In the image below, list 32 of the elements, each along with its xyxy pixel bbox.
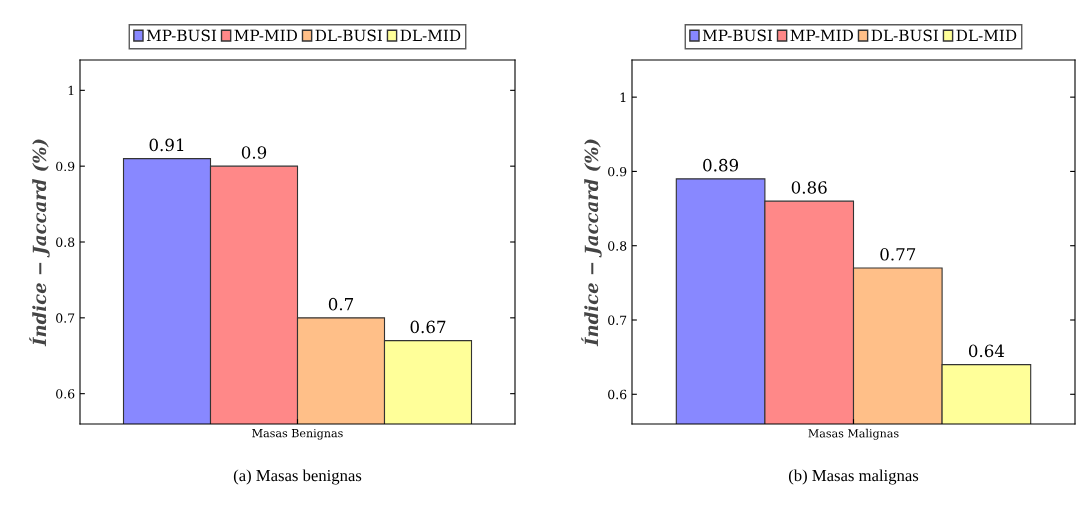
legend-label: MP-BUSI xyxy=(146,29,217,42)
data-label: 0.67 xyxy=(410,320,446,334)
y-tick-label: 0.9 xyxy=(608,166,627,177)
y-tick-label: 0.7 xyxy=(56,313,75,323)
legend-label: DL-BUSI xyxy=(315,29,383,42)
data-label: 0.77 xyxy=(880,248,916,261)
legend-label: MP-BUSI xyxy=(702,29,773,42)
data-label: 0.91 xyxy=(149,138,184,152)
y-tick-label: 0.6 xyxy=(56,389,75,399)
legend-label: MP-MID xyxy=(790,29,854,41)
data-label: 0.64 xyxy=(968,344,1005,358)
y-tick-label: 1 xyxy=(68,85,74,96)
data-label: 0.7 xyxy=(328,297,354,311)
legend-label: DL-MID xyxy=(956,29,1017,41)
x-tick-label: Masas Malignas xyxy=(808,428,899,440)
y-tick-label: 0.9 xyxy=(56,161,75,172)
legend-label: DL-BUSI xyxy=(871,29,939,42)
y-tick-label: 0.8 xyxy=(608,241,627,251)
y-tick-label: 1 xyxy=(620,92,626,102)
data-label: 0.9 xyxy=(241,146,267,159)
y-tick-label: 0.6 xyxy=(608,389,627,400)
y-axis-title: Índice − Jaccard (%) xyxy=(581,139,602,347)
data-label: 0.86 xyxy=(791,181,827,194)
y-tick-label: 0.7 xyxy=(608,315,627,325)
y-axis-title: Índice − Jaccard (%) xyxy=(29,139,50,347)
legend-label: DL-MID xyxy=(400,29,461,41)
text: (a) Masas benignas xyxy=(233,469,362,485)
data-label: 0.89 xyxy=(703,158,739,172)
text: (b) Masas malignas xyxy=(788,469,919,485)
x-tick-label: Masas Benignas xyxy=(252,428,343,440)
legend-label: MP-MID xyxy=(234,29,298,41)
y-tick-label: 0.8 xyxy=(56,237,75,247)
